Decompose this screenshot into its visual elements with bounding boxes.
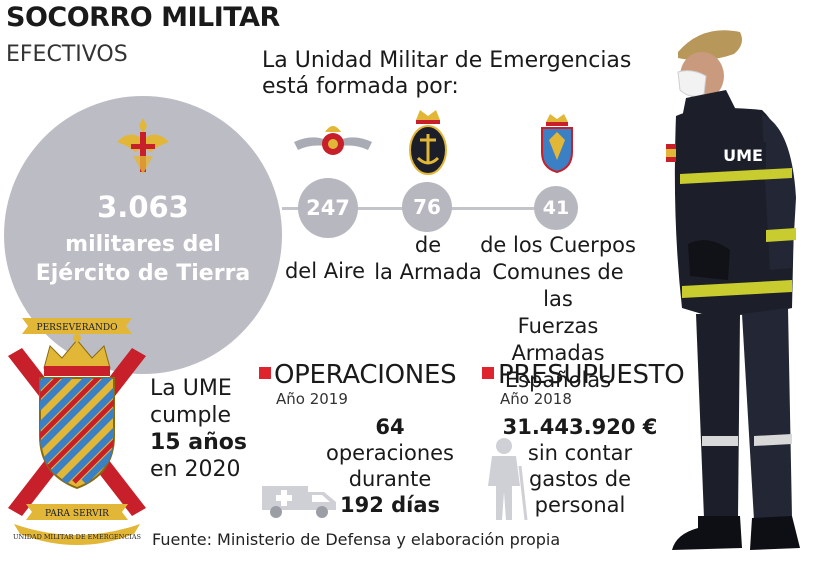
source-note: Fuente: Ministerio de Defensa y elaborac… [152,530,561,549]
branch-label-line: Comunes de las [492,260,624,311]
page-subtitle: EFECTIVOS [6,42,128,67]
motto-top-text: PERSEVERANDO [37,323,118,333]
operaciones-bullet-icon [259,367,271,379]
unit-name-text: UNIDAD MILITAR DE EMERGENCIAS [13,533,141,541]
presupuesto-amount: 31.443.920 € [502,415,658,439]
operaciones-line3: durante [348,467,432,491]
operaciones-body: 64 operaciones durante 192 días [310,414,470,518]
common-corps-emblem-icon [541,114,573,174]
chart-label-cuerpos-comunes: de los Cuerpos Comunes de las Fuerzas Ar… [478,232,638,394]
ume-anniversary-text: La UME cumple 15 años en 2020 [150,375,247,483]
chart-label-army: militares del Ejército de Tierra [4,230,282,288]
chart-bubble-aire: 247 [298,178,358,238]
branch-label-line: de los Cuerpos [480,233,636,257]
intro-text: La Unidad Militar de Emergencias está fo… [262,48,632,99]
operaciones-year: Año 2019 [276,390,348,408]
ume-line4: en 2020 [150,457,241,482]
presupuesto-line4: personal [534,493,626,517]
rescuer-icon [488,438,528,521]
chart-value-army: 3.063 [97,190,189,224]
branch-label-line: la Armada [374,260,482,284]
ambulance-icon [262,486,336,518]
chart-label-armada: de la Armada [366,232,490,286]
chart-bubble-cuerpos-comunes: 41 [534,186,578,230]
ume-soldier-illustration: UME [666,30,800,550]
presupuesto-heading: PRESUPUESTO [498,360,685,390]
branch-label-line: de [414,233,442,257]
presupuesto-bullet-icon [482,367,494,379]
army-emblem-icon [117,118,169,174]
motto-bottom-text: PARA SERVIR [45,509,109,519]
ume-line2: cumple [150,403,232,428]
operaciones-line2: operaciones [326,441,454,465]
presupuesto-body: 31.443.920 € sin contar gastos de person… [490,414,670,518]
branch-label-line: Fuerzas Armadas [511,314,605,365]
presupuesto-line3: gastos de [528,467,632,491]
presupuesto-year: Año 2018 [500,390,572,408]
ume-coat-of-arms-icon: PERSEVERANDO PARA SERVIR UNIDAD MILITAR … [8,318,146,545]
operaciones-days: 192 días [339,493,441,517]
army-label-line2: Ejército de Tierra [35,261,251,286]
operaciones-heading: OPERACIONES [274,360,457,390]
branch-label-line: Españolas [504,368,612,392]
army-label-line1: militares del [65,232,221,257]
ume-line3: 15 años [150,430,247,455]
soldier-badge-text: UME [723,146,763,165]
ume-line1: La UME [150,376,232,401]
chart-bubble-armada: 76 [402,182,452,232]
branch-label-line: del Aire [284,259,366,283]
air-force-emblem-icon [294,126,372,155]
page-title: SOCORRO MILITAR [6,2,280,33]
presupuesto-line2: sin contar [527,441,633,465]
chart-label-aire: del Aire [270,258,380,285]
navy-emblem-icon [409,110,447,175]
operaciones-count: 64 [375,415,405,439]
